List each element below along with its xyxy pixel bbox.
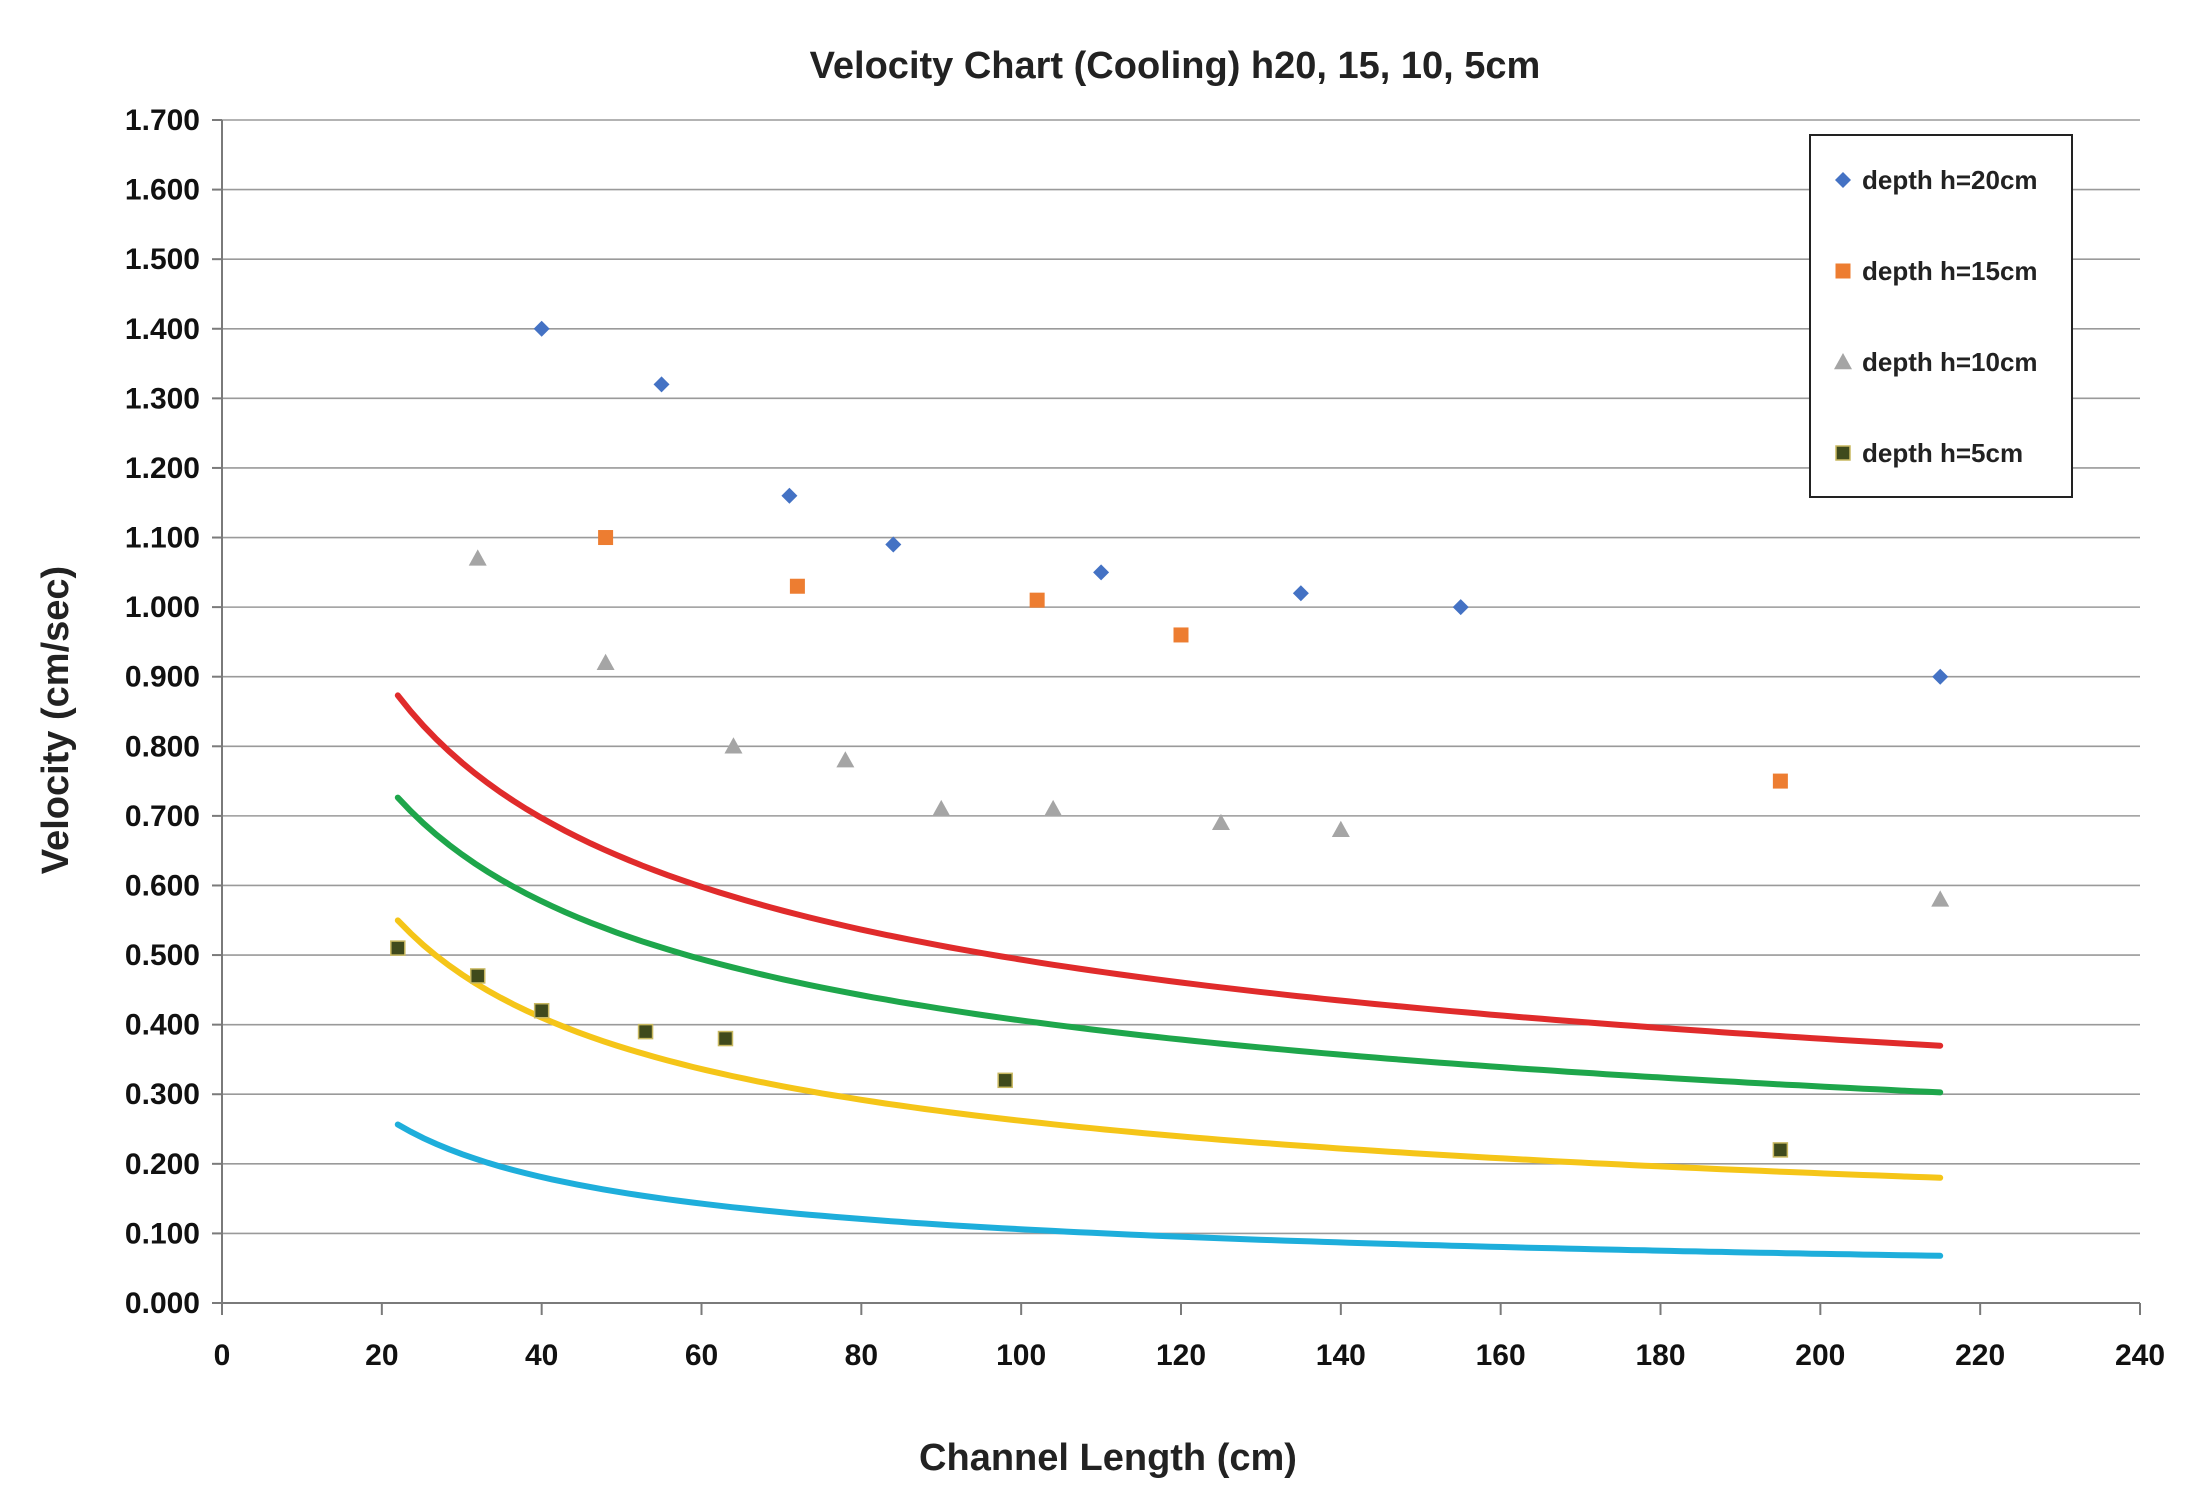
data-point-series-1: [1292, 585, 1309, 602]
data-point-series-4: [997, 1072, 1013, 1089]
trendline-series-2: [394, 794, 1944, 1096]
data-point-series-4: [637, 1023, 654, 1040]
y-axis-title: Velocity (cm/sec): [35, 566, 77, 874]
data-point-series-1: [653, 376, 670, 393]
data-point-series-3: [836, 751, 855, 768]
legend-marker-2: [1835, 263, 1851, 279]
x-tick-label: 220: [1955, 1339, 2005, 1372]
data-point-series-2: [1173, 627, 1189, 643]
data-point-series-3: [1931, 890, 1950, 907]
data-point-series-2: [598, 530, 614, 546]
data-point-series-2: [789, 578, 805, 594]
chart-title: Velocity Chart (Cooling) h20, 15, 10, 5c…: [810, 45, 1541, 87]
data-point-series-1: [1093, 564, 1110, 581]
trendline-series-4: [394, 1121, 1944, 1259]
axes: [212, 119, 2141, 1315]
data-point-series-4: [717, 1030, 734, 1047]
y-tick-label: 0.500: [125, 939, 200, 972]
data-point-series-3: [468, 549, 487, 566]
x-tick-label: 80: [845, 1339, 878, 1372]
legend: depth h=20cm depth h=15cm depth h=10cm dept…: [1809, 134, 2073, 498]
trendlines: [394, 692, 1944, 1259]
data-point-series-4: [469, 968, 486, 984]
trendline-series-3: [394, 917, 1944, 1181]
y-tick-label: 0.800: [125, 730, 200, 763]
x-tick-label: 180: [1635, 1339, 1685, 1372]
x-axis-title: Channel Length (cm): [919, 1437, 1297, 1479]
x-tick-label: 120: [1156, 1339, 1206, 1372]
legend-label-3: depth h=10cm: [1862, 347, 2038, 377]
data-point-series-4: [390, 940, 406, 956]
y-tick-label: 1.000: [125, 591, 200, 624]
x-tick-label: 100: [996, 1339, 1046, 1372]
data-point-series-1: [781, 487, 798, 504]
data-point-series-3: [596, 653, 615, 670]
x-tick-label: 60: [685, 1339, 718, 1372]
legend-marker-4: [1835, 445, 1851, 461]
legend-box: [1809, 134, 2073, 498]
data-point-series-3: [932, 799, 951, 817]
data-point-series-4: [533, 1002, 550, 1019]
legend-label-2: depth h=15cm: [1862, 256, 2038, 286]
x-tick-label: 200: [1795, 1339, 1845, 1372]
y-tick-label: 1.400: [125, 313, 200, 346]
legend-marker-1: [1835, 172, 1851, 188]
y-tick-label: 0.300: [125, 1078, 200, 1111]
data-point-series-1: [1452, 599, 1469, 616]
data-point-series-2: [1029, 592, 1045, 608]
data-point-series-1: [1932, 668, 1949, 685]
y-tick-label: 1.100: [125, 522, 200, 555]
y-tick-label: 1.700: [125, 104, 200, 137]
x-tick-labels: 0 20 40 60 80 100 120 140 160 180 200 220 240: [214, 1339, 2165, 1372]
y-tick-label: 1.500: [125, 243, 200, 276]
x-tick-label: 160: [1476, 1339, 1526, 1372]
y-tick-label: 1.600: [125, 174, 200, 207]
data-point-series-3: [724, 737, 743, 754]
y-tick-label: 1.200: [125, 452, 200, 485]
legend-label-1: depth h=20cm: [1862, 165, 2038, 195]
data-point-series-3: [1044, 799, 1063, 817]
x-tick-label: 20: [365, 1339, 398, 1372]
y-tick-label: 0.100: [125, 1217, 200, 1250]
trendline-series-1: [394, 692, 1944, 1049]
x-tick-label: 0: [214, 1339, 231, 1372]
data-point-series-1: [533, 320, 550, 337]
y-tick-label: 0.000: [125, 1287, 200, 1320]
y-tick-label: 0.600: [125, 869, 200, 902]
x-tick-label: 40: [525, 1339, 558, 1372]
data-point-series-3: [1331, 820, 1350, 837]
legend-label-4: depth h=5cm: [1862, 438, 2023, 468]
x-tick-label: 240: [2115, 1339, 2165, 1372]
legend-marker-3: [1834, 353, 1852, 370]
x-tick-label: 140: [1316, 1339, 1366, 1372]
data-point-series-1: [885, 536, 902, 553]
data-point-series-3: [1211, 813, 1230, 831]
y-tick-label: 0.700: [125, 800, 200, 833]
data-point-series-2: [1772, 773, 1788, 789]
y-tick-label: 0.400: [125, 1009, 200, 1042]
y-tick-labels: 0.000 0.100 0.200 0.300 0.400 0.500 0.600 0.700…: [125, 104, 200, 1320]
y-tick-label: 0.200: [125, 1148, 200, 1181]
data-points: [390, 320, 1950, 1158]
y-tick-label: 1.300: [125, 382, 200, 415]
y-tick-label: 0.900: [125, 661, 200, 694]
data-point-series-4: [1772, 1142, 1789, 1158]
